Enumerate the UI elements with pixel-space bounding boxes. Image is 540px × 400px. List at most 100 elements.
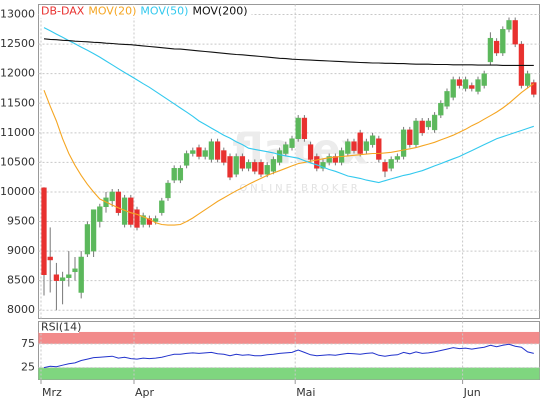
moving-average-line xyxy=(43,27,534,184)
rsi-zone xyxy=(38,331,540,344)
y-tick-label: 10500 xyxy=(0,155,35,168)
candle-body xyxy=(369,135,376,145)
candle-body xyxy=(78,256,84,293)
candle-body xyxy=(152,218,159,222)
plot-layer: 8000 8500 9000 9500 10000 10500 11000 11500 1200… xyxy=(0,4,540,399)
candle-body xyxy=(301,117,308,139)
candle-body xyxy=(357,132,363,154)
candle-body xyxy=(239,156,246,169)
candle-body xyxy=(264,165,270,175)
candle-body xyxy=(376,138,382,160)
candle-body xyxy=(307,144,314,160)
candle-body xyxy=(140,215,146,225)
y-tick-label: 75 xyxy=(21,337,35,350)
candle-body xyxy=(41,187,47,275)
main-panel xyxy=(38,4,540,319)
candle-body xyxy=(431,114,438,131)
candle-body xyxy=(115,191,122,213)
candle-body xyxy=(196,147,202,157)
y-tick-label: 25 xyxy=(21,361,35,374)
candle-body xyxy=(53,274,60,281)
candle-body xyxy=(481,73,487,86)
candle-body xyxy=(506,20,512,30)
y-tick-label: 13000 xyxy=(0,8,35,21)
legend-entry: MOV(200) xyxy=(192,5,247,18)
candle-body xyxy=(462,79,469,89)
candle-body xyxy=(469,85,475,89)
rsi-zone xyxy=(38,367,540,380)
x-tick-label: Mai xyxy=(296,386,315,399)
candle-body xyxy=(283,144,289,154)
candle-body xyxy=(90,209,97,252)
candle-body xyxy=(351,141,357,151)
candle-body xyxy=(233,156,239,175)
y-tick-label: 8000 xyxy=(7,303,35,316)
candle-body xyxy=(456,79,463,86)
x-tick-label: Mrz xyxy=(42,386,62,399)
candle-body xyxy=(320,162,326,169)
candle-body xyxy=(450,79,456,98)
candle-body xyxy=(97,206,103,222)
candle-body xyxy=(109,191,115,202)
y-tick-label: 11000 xyxy=(0,126,35,139)
rsi-line xyxy=(43,343,534,369)
candle-body xyxy=(128,197,134,225)
candle-body xyxy=(227,156,233,178)
candle-body xyxy=(531,82,537,95)
moving-average-line xyxy=(43,38,534,66)
moving-average-line xyxy=(43,83,535,226)
y-tick-label: 10000 xyxy=(0,185,35,198)
candle-body xyxy=(518,43,525,86)
rsi-title-box xyxy=(39,322,79,333)
y-tick-label: 9500 xyxy=(7,215,35,228)
candle-body xyxy=(252,162,258,172)
candle-body xyxy=(314,156,320,169)
candle-body xyxy=(159,200,165,213)
candle-body xyxy=(475,79,481,92)
candle-body xyxy=(345,141,351,154)
candle-body xyxy=(444,91,450,107)
legend-entry: MOV(50) xyxy=(140,5,188,18)
candle-body xyxy=(363,141,370,151)
candle-body xyxy=(72,268,78,273)
y-tick-label: 12000 xyxy=(0,67,35,80)
candle-body xyxy=(177,168,184,181)
candle-body xyxy=(208,141,215,160)
candle-body xyxy=(413,120,419,145)
candle-body xyxy=(270,159,277,172)
candle-body xyxy=(84,224,91,255)
candle-body xyxy=(66,274,72,278)
y-tick-label: 12500 xyxy=(0,37,35,50)
candle-body xyxy=(190,150,196,154)
candle-body xyxy=(202,150,208,157)
candle-body xyxy=(493,40,500,54)
legend-box xyxy=(39,5,252,18)
candle-body xyxy=(59,277,66,281)
candle-body xyxy=(394,156,401,160)
candle-body xyxy=(47,256,53,261)
candle-body xyxy=(258,162,264,175)
candle-body xyxy=(419,120,425,134)
candle-body xyxy=(171,168,177,181)
candle-body xyxy=(524,73,531,86)
watermark: ONLINE BROKER xyxy=(239,183,360,194)
y-tick-label: 8500 xyxy=(7,274,35,287)
candle-body xyxy=(276,150,283,163)
candle-body xyxy=(382,162,388,172)
legend-entry: DB-DAX xyxy=(41,5,85,18)
x-tick-label: Jun xyxy=(463,386,481,399)
candle-body xyxy=(332,156,339,163)
candle-body xyxy=(146,218,153,225)
candle-body xyxy=(295,117,301,139)
legend-entry: MOV(20) xyxy=(88,5,136,18)
rsi-title: RSI(14) xyxy=(41,321,81,334)
candle-body xyxy=(512,20,518,45)
y-tick-label: 11500 xyxy=(0,96,35,109)
candle-body xyxy=(407,129,413,145)
candle-body xyxy=(165,182,171,199)
candle-body xyxy=(400,129,407,157)
candle-body xyxy=(388,159,394,169)
candle-body xyxy=(183,153,190,166)
candle-body xyxy=(438,103,444,116)
